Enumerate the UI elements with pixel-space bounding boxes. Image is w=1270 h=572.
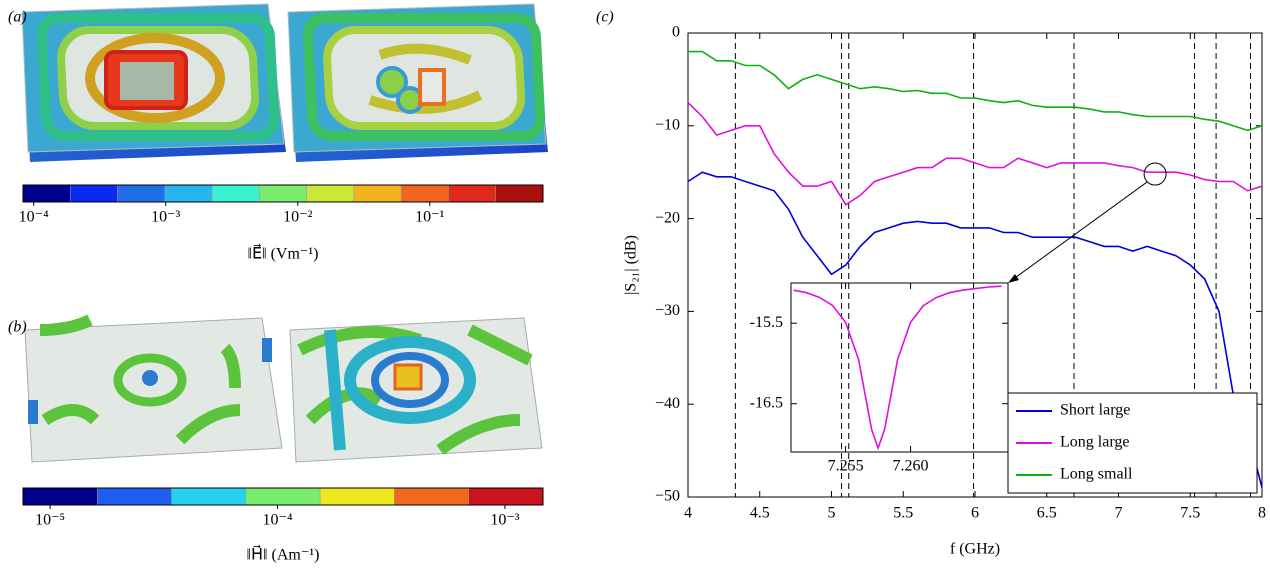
x-tick-label: 5 bbox=[828, 505, 836, 522]
colorbar-frame bbox=[22, 487, 544, 506]
series-line bbox=[793, 285, 1002, 451]
panel-label: (b) bbox=[8, 319, 27, 336]
zoom-arrowhead bbox=[1008, 274, 1019, 283]
zoom-arrow bbox=[1011, 181, 1148, 281]
colorbar-segment bbox=[70, 184, 118, 203]
plot-frame bbox=[790, 282, 1009, 453]
render-b-left bbox=[24, 314, 283, 463]
colorbar-segment bbox=[319, 487, 395, 506]
colorbar-segment bbox=[117, 184, 166, 203]
colorbar-segment bbox=[22, 487, 98, 506]
legend-label: Short large bbox=[1060, 402, 1130, 419]
y-tick-label: −50 bbox=[655, 488, 680, 505]
colorbar-tick-label: 10⁻¹ bbox=[415, 209, 444, 226]
colorbar-tick-label: 10⁻⁴ bbox=[19, 209, 49, 226]
y-tick-label: 0 bbox=[672, 24, 680, 41]
y-tick-label: −10 bbox=[655, 116, 680, 133]
zoom-circle bbox=[1143, 162, 1167, 186]
x-tick-label: 5.5 bbox=[893, 505, 913, 522]
colorbar-label: ‖H⃗‖ (Am⁻¹) bbox=[247, 544, 320, 564]
colorbar-tick-label: 10⁻⁴ bbox=[263, 512, 293, 529]
colorbar-segment bbox=[245, 487, 321, 506]
series-line bbox=[687, 171, 1263, 488]
render-a-left bbox=[21, 3, 286, 162]
y-axis-label: |S₂₁| (dB) bbox=[623, 235, 640, 295]
colorbar-segment bbox=[353, 184, 402, 203]
x-tick-label: 4 bbox=[684, 505, 692, 522]
x-tick-label: 7.260 bbox=[893, 458, 929, 475]
colorbar-label: ‖E⃗‖ (Vm⁻¹) bbox=[248, 243, 319, 263]
series-line bbox=[687, 102, 1263, 206]
colorbar-segment bbox=[468, 487, 544, 506]
y-tick-label: −40 bbox=[655, 395, 680, 412]
x-tick-label: 7 bbox=[1115, 505, 1123, 522]
panel-label: (c) bbox=[596, 9, 614, 26]
colorbar-tick-label: 10⁻² bbox=[283, 209, 312, 226]
legend-label: Long small bbox=[1060, 466, 1133, 483]
colorbar-tick-label: 10⁻³ bbox=[151, 209, 180, 226]
colorbar-segment bbox=[211, 184, 260, 203]
y-tick-label: -16.5 bbox=[750, 394, 783, 411]
legend-label: Long large bbox=[1060, 434, 1129, 451]
colorbar-segment bbox=[495, 184, 544, 203]
colorbar-segment bbox=[171, 487, 247, 506]
x-axis-label: f (GHz) bbox=[950, 541, 1000, 558]
colorbar-tick-label: 10⁻⁵ bbox=[35, 512, 65, 529]
colorbar-segment bbox=[22, 184, 71, 203]
colorbar-segment bbox=[306, 184, 355, 203]
colorbar-frame bbox=[22, 184, 544, 203]
x-tick-label: 7.5 bbox=[1180, 505, 1200, 522]
series-line bbox=[688, 50, 1263, 132]
render-a-right bbox=[287, 3, 548, 162]
y-tick-label: −20 bbox=[655, 209, 680, 226]
colorbar-segment bbox=[448, 184, 496, 203]
y-tick-label: −30 bbox=[655, 302, 680, 319]
x-tick-label: 7.255 bbox=[828, 458, 864, 475]
panel-label: (a) bbox=[8, 9, 27, 26]
x-tick-label: 4.5 bbox=[750, 505, 770, 522]
x-tick-label: 6 bbox=[971, 505, 979, 522]
colorbar-segment bbox=[97, 487, 172, 506]
colorbar-segment bbox=[164, 184, 213, 203]
render-b-right bbox=[289, 317, 543, 463]
x-tick-label: 8 bbox=[1258, 505, 1266, 522]
colorbar-segment bbox=[394, 487, 469, 506]
colorbar-segment bbox=[400, 184, 449, 203]
colorbar-tick-label: 10⁻³ bbox=[490, 512, 519, 529]
x-tick-label: 6.5 bbox=[1037, 505, 1057, 522]
y-tick-label: -15.5 bbox=[750, 314, 783, 331]
colorbar-segment bbox=[259, 184, 307, 203]
